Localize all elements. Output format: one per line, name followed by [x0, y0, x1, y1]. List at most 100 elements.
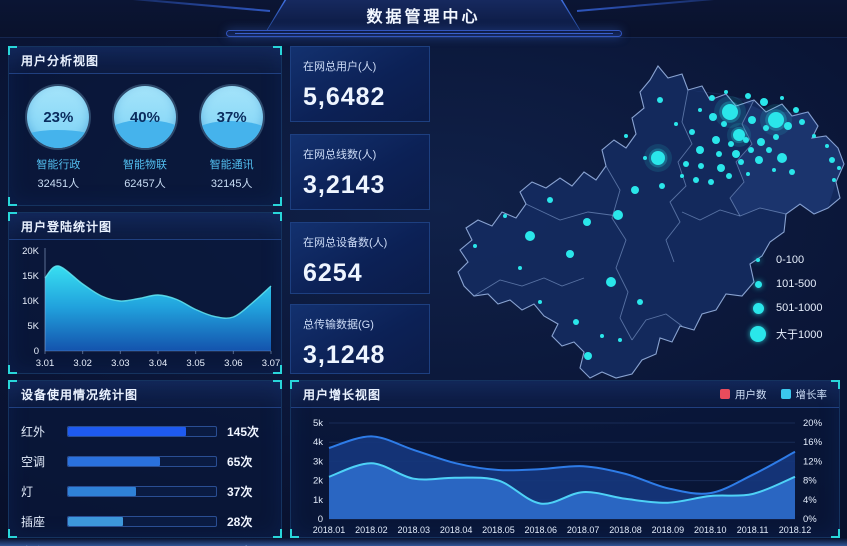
device-bar-track [67, 426, 217, 437]
stat-card-total-devices: 在网总设备数(人) 6254 [290, 222, 430, 294]
stat-value: 3,2143 [303, 171, 386, 199]
liquid-percent-value: 40% [129, 108, 160, 126]
map-legend-item[interactable]: 501-1000 [748, 302, 823, 314]
liquid-circle-gauge: 23% [27, 86, 90, 148]
device-bar-track [67, 456, 217, 467]
legend-swatch-users [720, 389, 730, 399]
corner-decoration [273, 197, 282, 206]
legend-item-users[interactable]: 用户数 [720, 387, 767, 402]
device-usage-count: 145次 [227, 425, 260, 439]
liquid-circle-gauge: 37% [200, 86, 263, 148]
svg-text:0%: 0% [803, 514, 817, 525]
login-chart-box: 20K 15K 10K 5K 0 3.01 3.02 3.03 3.04 3.05 3.06 3.07 [9, 240, 281, 376]
corner-decoration [273, 212, 282, 221]
corner-decoration [273, 365, 282, 374]
corner-decoration [290, 529, 299, 538]
svg-text:2018.07: 2018.07 [567, 525, 600, 535]
svg-text:3k: 3k [313, 456, 323, 467]
liquid-circle-charts: 23% 智能行政 32451人 40% 智能物联 62457人 37% 智能通讯 32145人 [9, 74, 281, 191]
page-title: 数据管理中心 [366, 9, 481, 26]
svg-text:2018.03: 2018.03 [397, 525, 430, 535]
panel-header: 用户登陆统计图 [9, 213, 281, 240]
map-legend-label: 101-500 [776, 278, 817, 290]
map-legend-label: 0-100 [776, 254, 805, 266]
device-name: 红外 [21, 425, 46, 439]
growth-chart-legend: 用户数 增长率 [706, 387, 827, 402]
stat-value: 5,6482 [303, 83, 386, 111]
svg-text:5k: 5k [313, 418, 323, 429]
map-legend: 0-100 101-500 501-1000 大于1000 [748, 254, 823, 354]
device-bar-fill [68, 487, 137, 496]
map-legend-dot-wrap [748, 326, 768, 342]
liquid-circle-count: 62457人 [124, 178, 166, 190]
liquid-circle-label: 智能物联 [122, 159, 167, 171]
corner-decoration [273, 46, 282, 55]
device-name: 灯 [21, 485, 34, 499]
liquid-circle: 37% 智能通讯 32145人 [192, 86, 272, 191]
bottom-glow-decoration [0, 538, 847, 546]
device-bar-fill [68, 427, 187, 436]
panel-title-user-analysis: 用户分析视图 [21, 53, 100, 68]
corner-decoration [8, 212, 17, 221]
svg-text:0: 0 [318, 514, 323, 525]
svg-text:2018.11: 2018.11 [737, 525, 769, 535]
stat-card-total-lines: 在网总线数(人) 3,2143 [290, 134, 430, 210]
svg-text:2k: 2k [313, 476, 323, 487]
map-legend-dot [750, 326, 766, 342]
device-bar-fill [68, 457, 160, 466]
map-legend-label: 大于1000 [776, 329, 823, 341]
svg-text:2018.10: 2018.10 [694, 525, 727, 535]
panel-title-user-growth: 用户增长视图 [303, 387, 382, 402]
panel-user-growth: 用户增长视图 用户数 增长率 5k 20% 4k 16% 3k 12% 2k 8% 1k 4% 0 0… [290, 380, 840, 538]
device-usage-count: 28次 [227, 515, 253, 529]
map-legend-label: 501-1000 [776, 302, 823, 314]
title-banner: 数据管理中心 [265, 0, 582, 32]
svg-text:15K: 15K [22, 271, 40, 282]
legend-swatch-growth-rate [780, 389, 791, 399]
map-legend-item[interactable]: 101-500 [748, 278, 823, 290]
svg-text:8%: 8% [803, 476, 817, 487]
corner-decoration [8, 46, 17, 55]
corner-decoration [831, 380, 840, 389]
map-legend-dot-wrap [748, 302, 768, 314]
device-usage-count: 65次 [227, 455, 253, 469]
device-bar-track [67, 486, 217, 497]
liquid-circle: 40% 智能物联 62457人 [105, 86, 185, 191]
svg-text:2018.09: 2018.09 [652, 525, 685, 535]
corner-decoration [8, 380, 17, 389]
panel-header: 用户分析视图 [9, 47, 281, 74]
liquid-percent-value: 23% [43, 108, 74, 126]
device-usage-row: 插座 28次 [9, 513, 281, 530]
map-container: 0-100 101-500 501-1000 大于1000 [430, 40, 847, 382]
corner-decoration [290, 380, 299, 389]
header: 数据管理中心 [0, 0, 847, 38]
liquid-wave [27, 130, 90, 148]
svg-text:2018.02: 2018.02 [355, 525, 388, 535]
svg-text:3.05: 3.05 [186, 358, 205, 369]
panel-header: 用户增长视图 用户数 增长率 [291, 381, 839, 408]
login-area-chart: 20K 15K 10K 5K 03.01 3.02 3.03 3.04 3.05 3.06 3.07 [22, 246, 280, 369]
svg-text:10K: 10K [22, 296, 40, 307]
panel-title-device-usage: 设备使用情况统计图 [21, 387, 139, 402]
province-map [457, 65, 845, 379]
svg-text:1k: 1k [313, 495, 323, 506]
legend-item-growth-rate[interactable]: 增长率 [780, 387, 827, 402]
map-legend-dot-wrap [748, 258, 768, 262]
device-usage-row: 空调 65次 [9, 453, 281, 470]
liquid-circle-count: 32145人 [210, 178, 253, 190]
svg-text:3.02: 3.02 [73, 358, 92, 369]
stat-card-total-data: 总传输数据(G) 3,1248 [290, 304, 430, 374]
map-legend-item[interactable]: 大于1000 [748, 326, 823, 342]
svg-text:3.03: 3.03 [111, 358, 130, 369]
svg-text:16%: 16% [803, 437, 823, 448]
map-legend-item[interactable]: 0-100 [748, 254, 823, 266]
liquid-circle-label: 智能通讯 [209, 159, 254, 171]
panel-login-stats: 用户登陆统计图 20K 15K 10K 5K 0 3.01 3.02 3.03 3.04 3.05… [8, 212, 282, 374]
device-name: 插座 [21, 515, 46, 529]
liquid-circle-label: 智能行政 [36, 159, 81, 171]
liquid-circle: 23% 智能行政 32451人 [18, 86, 98, 191]
svg-text:3.06: 3.06 [224, 358, 243, 369]
map-legend-dot-wrap [748, 280, 768, 288]
stat-label: 总传输数据(G) [303, 319, 374, 331]
